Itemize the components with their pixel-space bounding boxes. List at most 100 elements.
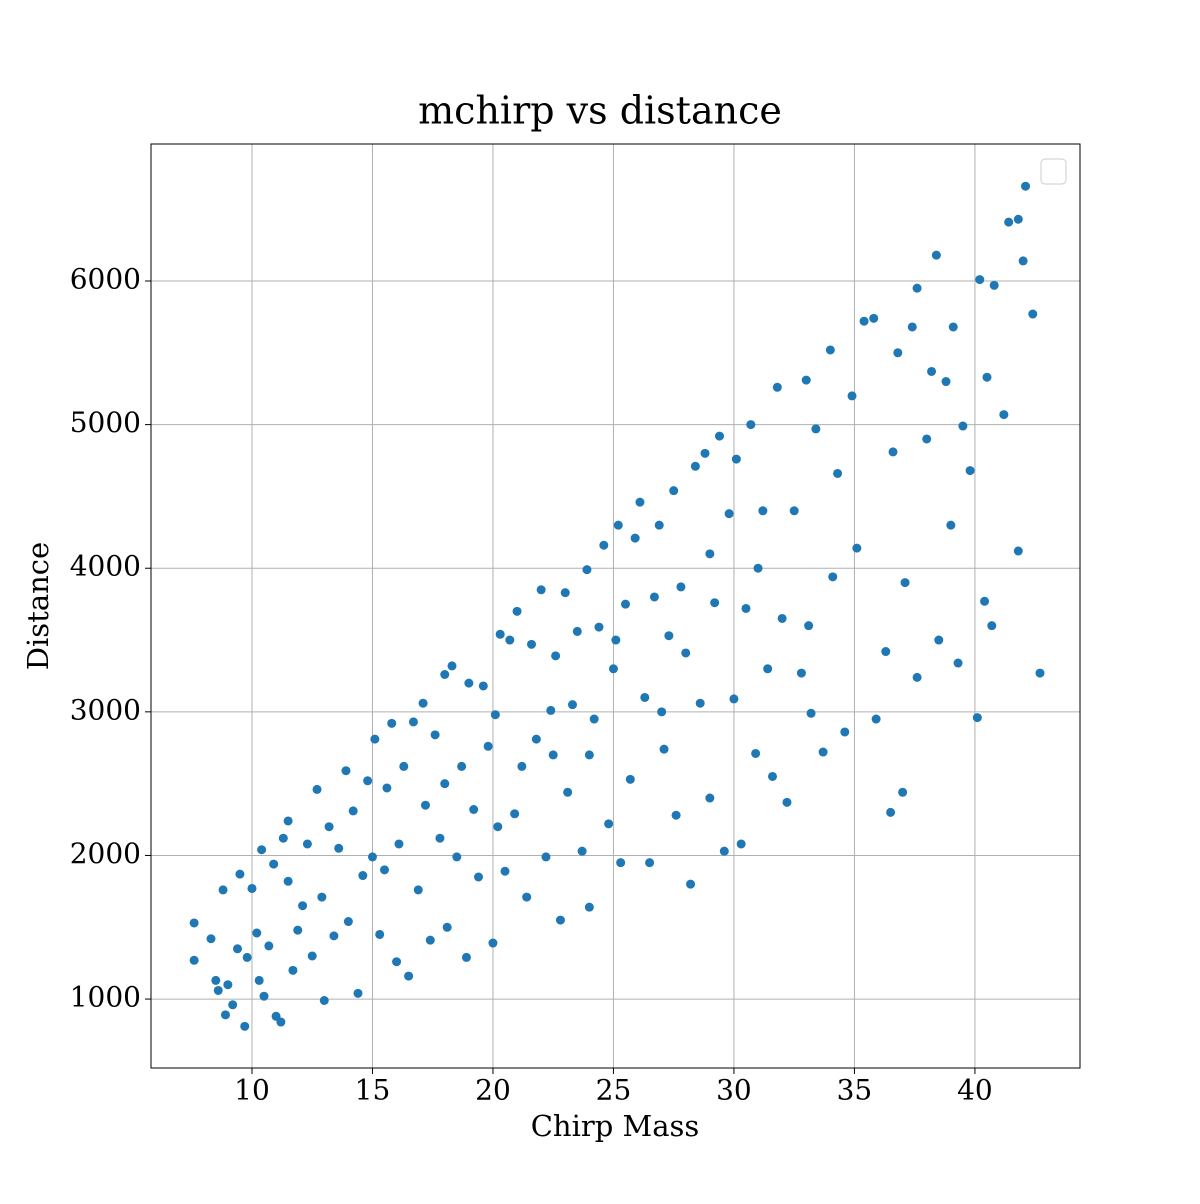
- point: [1013, 214, 1023, 224]
- point: [664, 631, 674, 641]
- y-tick-label: 4000: [70, 550, 141, 583]
- point: [408, 717, 418, 727]
- point: [259, 991, 269, 1001]
- point: [806, 708, 816, 718]
- point: [380, 865, 390, 875]
- point: [616, 858, 626, 868]
- point: [886, 807, 896, 817]
- point: [329, 931, 339, 941]
- point: [582, 565, 592, 575]
- y-tick-label: 5000: [70, 406, 141, 439]
- point: [567, 700, 577, 710]
- point: [1035, 668, 1045, 678]
- point: [987, 621, 997, 631]
- point: [719, 846, 729, 856]
- point: [367, 852, 377, 862]
- point: [483, 741, 493, 751]
- point: [312, 784, 322, 794]
- y-tick-label: 6000: [70, 263, 141, 296]
- point: [370, 734, 380, 744]
- point: [387, 718, 397, 728]
- point: [189, 918, 199, 928]
- point: [989, 280, 999, 290]
- point: [645, 858, 655, 868]
- point: [440, 670, 450, 680]
- point: [363, 776, 373, 786]
- point: [240, 1021, 250, 1031]
- point: [724, 509, 734, 519]
- point: [710, 598, 720, 608]
- point: [220, 1010, 230, 1020]
- point: [804, 621, 814, 631]
- point: [869, 313, 879, 323]
- point: [283, 816, 293, 826]
- point: [907, 322, 917, 332]
- point: [334, 843, 344, 853]
- point: [375, 929, 385, 939]
- point: [888, 447, 898, 457]
- point: [228, 1000, 238, 1010]
- point: [676, 582, 686, 592]
- point: [577, 846, 587, 856]
- point: [818, 747, 828, 757]
- point: [353, 988, 363, 998]
- point: [746, 420, 756, 430]
- point: [254, 975, 264, 985]
- point: [348, 806, 358, 816]
- point: [392, 957, 402, 967]
- point: [796, 668, 806, 678]
- point: [211, 975, 221, 985]
- point: [358, 871, 368, 881]
- point: [731, 454, 741, 464]
- point: [934, 635, 944, 645]
- point: [789, 506, 799, 516]
- plot-area: [151, 144, 1080, 1068]
- point: [218, 885, 228, 895]
- point: [464, 678, 474, 688]
- point: [206, 934, 216, 944]
- point: [493, 822, 503, 832]
- point: [871, 714, 881, 724]
- point: [736, 839, 746, 849]
- point: [611, 635, 621, 645]
- point: [782, 797, 792, 807]
- point: [394, 839, 404, 849]
- point: [247, 883, 257, 893]
- point: [413, 885, 423, 895]
- y-axis-label: Distance: [21, 542, 55, 670]
- point: [235, 869, 245, 879]
- point: [833, 468, 843, 478]
- point: [608, 664, 618, 674]
- point: [772, 382, 782, 392]
- x-tick-label: 20: [475, 1074, 511, 1107]
- point: [319, 996, 329, 1006]
- point: [278, 833, 288, 843]
- point: [828, 572, 838, 582]
- point: [927, 366, 937, 376]
- point: [801, 375, 811, 385]
- x-axis-label: Chirp Mass: [531, 1109, 700, 1143]
- point: [223, 980, 233, 990]
- point: [546, 705, 556, 715]
- point: [881, 647, 891, 657]
- point: [213, 985, 223, 995]
- point: [695, 698, 705, 708]
- point: [404, 971, 414, 981]
- point: [233, 944, 243, 954]
- point: [307, 951, 317, 961]
- point: [630, 533, 640, 543]
- point: [669, 486, 679, 496]
- point: [948, 322, 958, 332]
- point: [510, 809, 520, 819]
- point: [700, 448, 710, 458]
- x-tick-label: 10: [234, 1074, 270, 1107]
- point: [958, 421, 968, 431]
- y-tick-label: 2000: [70, 837, 141, 870]
- legend: [1040, 158, 1067, 185]
- point: [953, 658, 963, 668]
- point: [999, 410, 1009, 420]
- point: [418, 698, 428, 708]
- point: [1013, 546, 1023, 556]
- point: [399, 761, 409, 771]
